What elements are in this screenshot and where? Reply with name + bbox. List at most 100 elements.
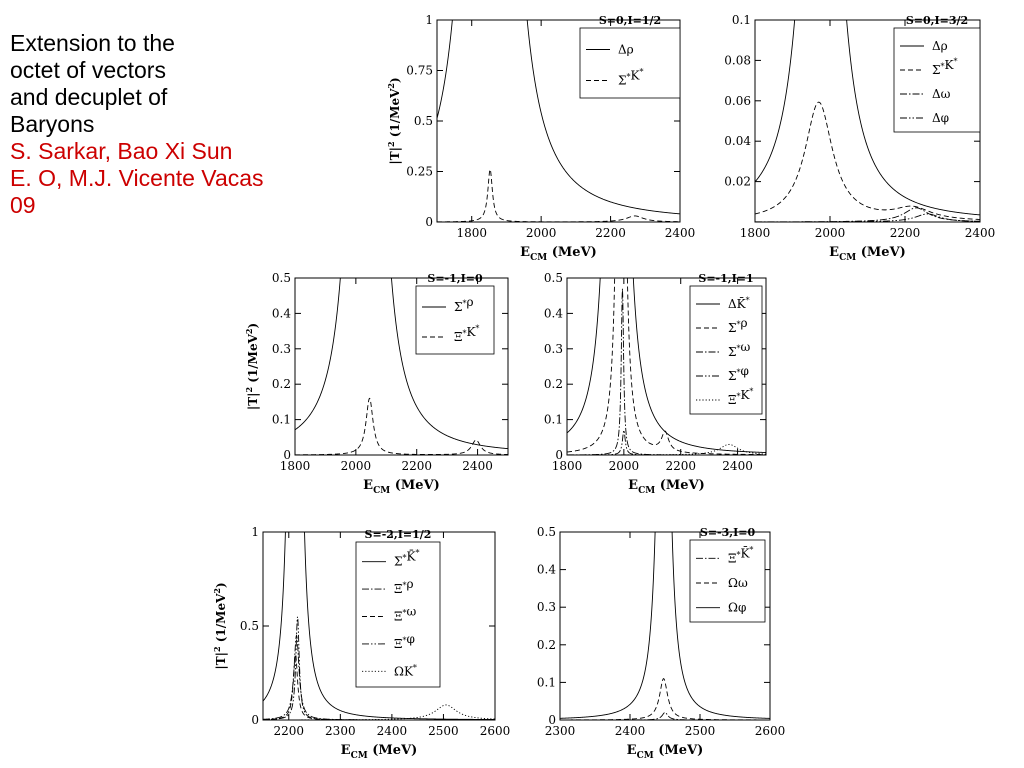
y-tick-label: 1 xyxy=(251,525,259,539)
y-tick-label: 0.5 xyxy=(537,525,556,539)
y-tick-label: 0.5 xyxy=(240,619,259,633)
legend-label: Ωω xyxy=(728,576,748,590)
chart-s-1-i0: 1800 2000 2200 2400 0 0.1 0.2 0.3 0.4 0.5 ECM (MeV… xyxy=(244,271,509,496)
y-tick-label: 0.4 xyxy=(544,306,563,320)
x-tick-label: 2600 xyxy=(755,724,786,738)
y-tick-label: 0.4 xyxy=(537,563,556,577)
y-tick-label: 0.3 xyxy=(544,342,563,356)
y-axis-label: |T|2 (1/MeV2) xyxy=(386,77,402,164)
series-line xyxy=(567,278,766,455)
x-tick-label: 2200 xyxy=(274,724,305,738)
x-axis-label: ECM (MeV) xyxy=(341,743,418,761)
y-tick-label: 0.3 xyxy=(272,342,291,356)
y-tick-label: 0.1 xyxy=(732,13,751,27)
y-tick-label: 0.3 xyxy=(537,600,556,614)
plot-frame xyxy=(294,277,509,456)
series-line xyxy=(560,678,770,720)
legend-label: Σ*K* xyxy=(932,57,957,77)
series-line xyxy=(263,704,495,720)
y-tick-label: 0.2 xyxy=(544,377,563,391)
x-tick-label: 2300 xyxy=(325,724,356,738)
title-line-1: Extension to the xyxy=(10,30,175,56)
series-line xyxy=(437,20,680,215)
y-tick-label: 0 xyxy=(251,713,259,727)
legend-label: Δρ xyxy=(932,39,948,53)
y-tick-label: 0.1 xyxy=(272,413,291,427)
authors-line-3: 09 xyxy=(10,192,36,218)
x-tick-label: 2500 xyxy=(428,724,459,738)
x-axis-label: ECM (MeV) xyxy=(628,478,705,496)
legend-label: Ξ*K̄* xyxy=(728,545,753,565)
y-tick-label: 0 xyxy=(425,215,433,229)
chart-s-2-i1-2: 2200 2300 2400 2500 2600 0 0.5 1 ECM (MeV) |T|2 (… xyxy=(212,525,511,761)
x-axis-label: ECM (MeV) xyxy=(363,478,440,496)
legend-label: Δρ xyxy=(618,43,634,57)
title-line-2: octet of vectors xyxy=(10,57,166,83)
legend-label: Ωφ xyxy=(728,601,746,615)
y-tick-label: 0 xyxy=(548,713,556,727)
legend-label: ΔK̄* xyxy=(728,296,750,311)
legend-label: Σ*ρ xyxy=(728,316,748,335)
y-tick-label: 0.1 xyxy=(537,675,556,689)
legend-box xyxy=(893,27,981,133)
x-tick-label: 2400 xyxy=(615,724,646,738)
legend-label: Σ*K* xyxy=(618,68,643,88)
legend-title: S=0,I=3/2 xyxy=(906,14,968,27)
series-line xyxy=(567,443,766,455)
legend-label: Ξ*K* xyxy=(454,324,479,344)
x-tick-label: 2600 xyxy=(480,724,511,738)
legend-label: Δω xyxy=(932,87,951,101)
y-tick-label: 0.5 xyxy=(414,114,433,128)
legend-label: Σ*K̄* xyxy=(394,549,419,569)
legend-title: S=-1,I=1 xyxy=(698,272,753,285)
x-tick-label: 2000 xyxy=(815,226,846,240)
title-line-3: and decuplet of xyxy=(10,84,168,110)
series-line xyxy=(263,532,495,720)
legend-title: S=-1,I=0 xyxy=(427,272,483,285)
legend-box xyxy=(689,285,763,415)
chart-s-3-i0: 2300 2400 2500 2600 0 0.1 0.2 0.3 0.4 0.5 ECM (MeV… xyxy=(537,525,786,761)
y-axis-label: |T|2 (1/MeV2) xyxy=(244,323,260,410)
legend-label: ΩK* xyxy=(394,663,417,678)
series-line xyxy=(755,207,980,222)
y-tick-label: 0.06 xyxy=(724,94,751,108)
series-line xyxy=(437,168,680,222)
legend-box xyxy=(579,27,681,99)
plot-frame xyxy=(559,531,771,721)
y-tick-label: 0.2 xyxy=(272,377,291,391)
x-tick-label: 2200 xyxy=(665,459,696,473)
x-tick-label: 2000 xyxy=(526,226,557,240)
x-tick-label: 2200 xyxy=(890,226,921,240)
x-tick-label: 2000 xyxy=(341,459,372,473)
title-line-4: Baryons xyxy=(10,111,95,137)
y-tick-label: 0 xyxy=(283,448,291,462)
x-tick-label: 1800 xyxy=(456,226,487,240)
x-tick-label: 2000 xyxy=(609,459,640,473)
legend-box xyxy=(355,541,441,688)
legend-box xyxy=(689,539,766,623)
legend-box xyxy=(415,285,495,355)
series-line xyxy=(560,532,770,719)
y-tick-label: 0.02 xyxy=(724,175,751,189)
x-axis-label: ECM (MeV) xyxy=(627,743,704,761)
x-tick-label: 1800 xyxy=(552,459,583,473)
x-tick-label: 1800 xyxy=(280,459,311,473)
y-tick-label: 0.2 xyxy=(537,638,556,652)
x-tick-label: 2200 xyxy=(401,459,432,473)
x-tick-label: 2400 xyxy=(462,459,493,473)
legend-label: Ξ*φ xyxy=(394,632,415,651)
series-line xyxy=(295,397,508,455)
x-axis-label: ECM (MeV) xyxy=(520,245,597,263)
y-axis-label: |T|2 (1/MeV2) xyxy=(212,582,228,669)
x-tick-label: 1800 xyxy=(740,226,771,240)
y-tick-label: 0.25 xyxy=(406,165,433,179)
chart-s0-i3-2: 1800 2000 2200 2400 0.02 0.04 0.06 0.08 0.1 ECM (… xyxy=(724,13,996,263)
legend-label: Σ*ρ xyxy=(454,295,474,314)
x-tick-label: 2400 xyxy=(722,459,753,473)
x-tick-label: 2400 xyxy=(965,226,996,240)
legend-title: S=-2,I=1/2 xyxy=(365,528,432,541)
legend-label: Ξ*ρ xyxy=(394,577,414,596)
x-tick-label: 2400 xyxy=(377,724,408,738)
series-line xyxy=(755,101,980,220)
authors-line-2: E. O, M.J. Vicente Vacas xyxy=(10,165,264,191)
